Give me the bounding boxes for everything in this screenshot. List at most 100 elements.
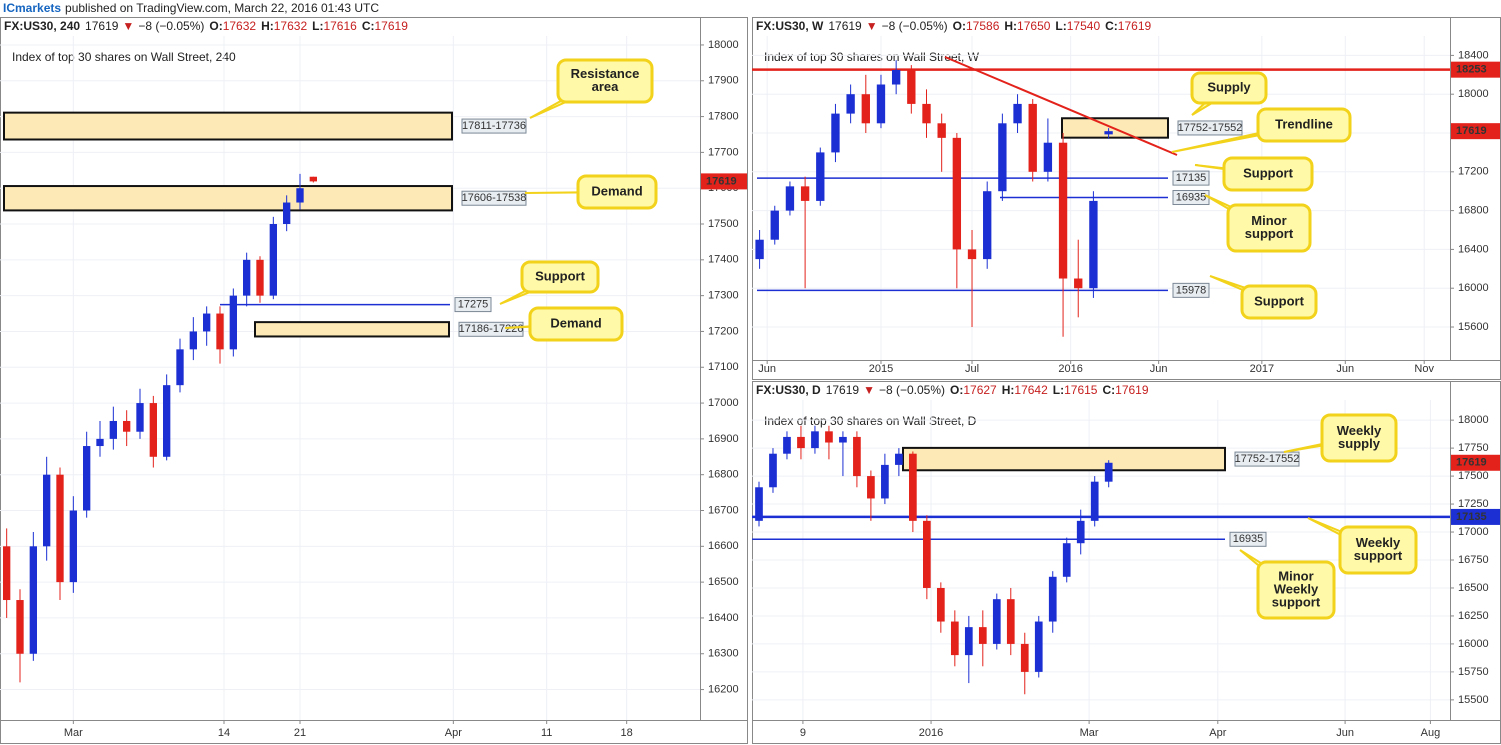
candle-body bbox=[964, 627, 973, 656]
candle-body bbox=[189, 331, 197, 350]
candle-body bbox=[853, 436, 861, 477]
candle-body bbox=[755, 239, 764, 260]
x-tick-label: Jul bbox=[965, 363, 979, 375]
chart-title: Index of top 30 shares on Wall Street, W bbox=[764, 50, 980, 64]
candle-body bbox=[243, 259, 251, 296]
ohlc-label: O: bbox=[950, 383, 963, 397]
candle-body bbox=[269, 224, 277, 296]
candle-body bbox=[783, 436, 791, 454]
y-tick-label: 16800 bbox=[708, 469, 739, 481]
ohlc-label: L: bbox=[312, 19, 323, 33]
candle-body bbox=[937, 123, 946, 138]
zone-label: 17811-17736 bbox=[462, 120, 526, 132]
y-tick-label: 16700 bbox=[708, 504, 739, 516]
direction: ▼ bbox=[863, 383, 875, 397]
x-tick-label: Mar bbox=[1080, 727, 1099, 739]
direction: ▼ bbox=[866, 19, 878, 33]
candle-body bbox=[136, 403, 144, 432]
candle-body bbox=[1074, 278, 1083, 289]
candle-body bbox=[1058, 142, 1068, 279]
candle-body bbox=[229, 295, 237, 350]
ohlc-label: O: bbox=[209, 19, 222, 33]
callout-text: Weekly bbox=[1274, 581, 1319, 596]
candle-body bbox=[998, 123, 1007, 192]
candle-body bbox=[1090, 481, 1099, 521]
callout-box bbox=[520, 260, 600, 294]
ohlc-value: 17619 bbox=[375, 19, 409, 33]
ohlc-label: L: bbox=[1053, 383, 1064, 397]
level-label-box bbox=[1172, 282, 1210, 298]
callout-text: Minor bbox=[1251, 213, 1286, 228]
candle-body bbox=[176, 349, 184, 386]
x-tick-label: Apr bbox=[1209, 727, 1226, 739]
chart-title: Index of top 30 shares on Wall Street, 2… bbox=[12, 50, 236, 64]
candle-body bbox=[1076, 520, 1085, 544]
zone-label: 17186-17226 bbox=[459, 323, 524, 335]
level-label: 17275 bbox=[458, 298, 489, 310]
y-tick-label: 16500 bbox=[708, 576, 739, 588]
candle-body bbox=[876, 84, 886, 124]
ohlc-value: 17619 bbox=[1115, 383, 1149, 397]
candle-body bbox=[149, 403, 157, 457]
candle-body bbox=[907, 69, 916, 104]
symbol: FX:US30, W bbox=[756, 19, 824, 33]
callout-box bbox=[1256, 107, 1352, 143]
y-tick-label: 16400 bbox=[1458, 243, 1489, 255]
level-label: 16935 bbox=[1233, 533, 1264, 545]
ohlc-label: C: bbox=[362, 19, 375, 33]
x-tick-label: 11 bbox=[541, 727, 552, 739]
y-tick-label: 16300 bbox=[708, 648, 739, 660]
ohlc-value: 17627 bbox=[963, 383, 997, 397]
ohlc-value: 17586 bbox=[966, 19, 1000, 33]
price-tag-label: 17619 bbox=[1456, 457, 1487, 469]
chart-panel: FX:US30, 240 17619 ▼ −8 (−0.05%) O:17632 H:17… bbox=[0, 17, 748, 744]
y-tick-label: 16750 bbox=[1458, 554, 1489, 566]
candle-body bbox=[923, 520, 931, 588]
callout-box bbox=[1190, 71, 1268, 105]
candle-body bbox=[1013, 103, 1022, 124]
callout-text: support bbox=[1245, 226, 1294, 241]
callout-text: Support bbox=[1254, 293, 1304, 308]
zone-label: 17752-17552 bbox=[1235, 453, 1300, 465]
price-tag bbox=[1451, 454, 1500, 471]
x-tick-label: 18 bbox=[621, 727, 633, 739]
ohlc-value: 17650 bbox=[1017, 19, 1051, 33]
callout-text: support bbox=[1272, 594, 1321, 609]
ohlc-value: 17619 bbox=[1118, 19, 1152, 33]
level-label: 15978 bbox=[1176, 284, 1207, 296]
panel-frame bbox=[0, 17, 748, 744]
candle-body bbox=[1048, 576, 1057, 622]
y-tick-label: 16800 bbox=[1458, 205, 1489, 217]
y-tick-label: 17800 bbox=[708, 110, 739, 122]
zone bbox=[902, 446, 1226, 472]
y-tick-label: 17300 bbox=[708, 290, 739, 302]
direction: ▼ bbox=[122, 19, 134, 33]
y-tick-label: 17000 bbox=[708, 397, 739, 409]
change: −8 (−0.05%) bbox=[882, 19, 948, 33]
callout-text: Demand bbox=[591, 183, 642, 198]
candle-body bbox=[909, 453, 917, 521]
candle-body bbox=[109, 420, 117, 439]
brand: ICmarkets bbox=[3, 1, 61, 15]
publish-text: published on TradingView.com, March 22, … bbox=[65, 1, 379, 15]
candle-body bbox=[1034, 621, 1043, 672]
chart-panel: FX:US30, W 17619 ▼ −8 (−0.05%) O:17586 H:1765… bbox=[752, 17, 1501, 380]
callout-text: area bbox=[592, 79, 620, 94]
chart-panel: FX:US30, D 17619 ▼ −8 (−0.05%) O:17627 H:1764… bbox=[752, 381, 1501, 744]
level-label-box bbox=[454, 297, 492, 313]
candle-body bbox=[769, 453, 777, 488]
chart-title: Index of top 30 shares on Wall Street, D bbox=[764, 414, 977, 428]
y-tick-label: 17100 bbox=[708, 361, 739, 373]
x-tick-label: 9 bbox=[800, 727, 806, 739]
zone-label-box bbox=[1177, 120, 1243, 136]
trendline bbox=[944, 56, 1178, 156]
candle-body bbox=[755, 487, 763, 521]
candle-body bbox=[43, 474, 51, 547]
last-price: 17619 bbox=[85, 19, 119, 33]
candle-body bbox=[1006, 599, 1015, 644]
candle-body bbox=[983, 191, 992, 260]
candle-body bbox=[296, 188, 304, 203]
candle-body bbox=[797, 436, 805, 449]
candle-body bbox=[967, 249, 977, 260]
callout-box bbox=[1222, 156, 1314, 192]
